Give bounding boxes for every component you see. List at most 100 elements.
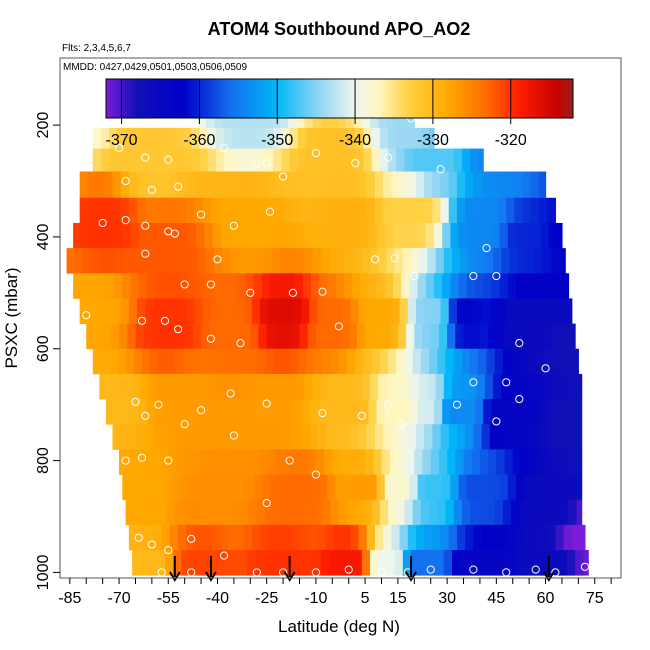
- colorbar-swatch: [251, 79, 256, 118]
- sample-point: [121, 216, 130, 225]
- heatmap-cell: [204, 222, 214, 249]
- colorbar-swatch: [216, 79, 221, 118]
- colorbar-swatch: [208, 79, 212, 118]
- heatmap-cell: [355, 499, 365, 526]
- heatmap-cell: [286, 222, 296, 249]
- heatmap-cell: [169, 197, 179, 224]
- heatmap-cell: [330, 148, 340, 172]
- heatmap-cell: [537, 449, 547, 475]
- heatmap-cell: [547, 424, 556, 450]
- x-tick-label: -40: [206, 590, 229, 607]
- heatmap-cell: [302, 399, 312, 425]
- colorbar-swatch: [470, 79, 475, 118]
- heatmap-cell: [276, 424, 286, 450]
- heatmap-cell: [481, 298, 491, 324]
- heatmap-cell: [194, 424, 204, 450]
- heatmap-cell: [219, 298, 228, 324]
- heatmap-cell: [156, 550, 166, 576]
- heatmap-cell: [112, 171, 122, 199]
- heatmap-cell: [434, 474, 443, 501]
- heatmap-cell: [153, 197, 163, 224]
- heatmap-cell: [87, 197, 97, 224]
- colorbar-swatch: [132, 79, 136, 118]
- colorbar-swatch: [514, 79, 519, 118]
- heatmap-cell: [184, 449, 194, 475]
- heatmap-cell: [289, 348, 299, 375]
- heatmap-cell: [557, 222, 563, 249]
- sample-point: [262, 159, 271, 168]
- heatmap-cell: [538, 171, 547, 199]
- heatmap-cell: [427, 373, 437, 400]
- colorbar-swatch: [406, 79, 411, 118]
- colorbar-swatch: [176, 79, 180, 118]
- heatmap-cell: [183, 148, 192, 172]
- heatmap-cell: [271, 550, 281, 576]
- heatmap-cell: [122, 399, 132, 425]
- heatmap-cell: [325, 298, 335, 324]
- heatmap-cell: [266, 323, 276, 350]
- colorbar-swatch: [368, 79, 373, 118]
- heatmap-cell: [115, 248, 125, 274]
- heatmap-cell: [420, 499, 430, 526]
- heatmap-cell: [207, 348, 217, 375]
- heatmap-cell: [406, 323, 415, 350]
- heatmap-cell: [269, 399, 279, 425]
- flight-arrow-head: [542, 571, 555, 582]
- heatmap-cell: [337, 550, 347, 576]
- colorbar-swatch: [383, 79, 387, 118]
- heatmap-cell: [386, 550, 396, 576]
- heatmap-cell: [225, 449, 235, 475]
- heatmap-cell: [422, 449, 432, 475]
- heatmap-cell: [538, 298, 548, 324]
- heatmap-cell: [473, 197, 483, 224]
- heatmap-cell: [434, 222, 443, 249]
- heatmap-cell: [214, 248, 223, 274]
- heatmap-cell: [125, 127, 135, 149]
- heatmap-cell: [268, 424, 278, 450]
- heatmap-cell: [335, 222, 345, 249]
- heatmap-cell: [548, 273, 558, 299]
- heatmap-cell: [325, 524, 335, 551]
- heatmap-cell: [547, 524, 556, 551]
- heatmap-cell: [356, 449, 366, 475]
- heatmap-cell: [309, 298, 319, 324]
- sample-point: [469, 271, 478, 281]
- sample-point: [390, 254, 399, 263]
- heatmap-cell: [171, 399, 181, 425]
- heatmap-cell: [547, 197, 556, 224]
- heatmap-cell: [292, 424, 302, 450]
- sample-point: [137, 453, 147, 462]
- heatmap-cell: [306, 499, 315, 526]
- heatmap-cell: [166, 148, 176, 172]
- heatmap-cell: [327, 222, 337, 249]
- heatmap-cell: [501, 550, 511, 576]
- heatmap-cell: [555, 424, 565, 450]
- heatmap-cell: [296, 373, 306, 400]
- heatmap-cell: [220, 474, 230, 501]
- heatmap-cell: [466, 222, 476, 249]
- sample-point: [121, 456, 130, 465]
- heatmap-cell: [137, 197, 146, 224]
- sample-point: [318, 408, 327, 418]
- heatmap-cell: [168, 449, 178, 475]
- heatmap-cell: [265, 499, 274, 526]
- heatmap-cell: [133, 499, 143, 526]
- heatmap-cell: [205, 248, 215, 274]
- heatmap-cell: [563, 524, 573, 551]
- heatmap-cell: [137, 298, 146, 324]
- heatmap-cell: [142, 499, 151, 526]
- heatmap-cell: [317, 524, 327, 551]
- heatmap-cell: [425, 474, 435, 501]
- heatmap-cell: [429, 499, 438, 526]
- heatmap-cell: [568, 499, 578, 526]
- sample-point: [98, 218, 107, 228]
- heatmap-cell: [120, 298, 130, 324]
- sample-point: [114, 143, 124, 153]
- heatmap-cell: [174, 348, 184, 375]
- sample-point: [397, 420, 406, 429]
- heatmap-cell: [332, 449, 342, 475]
- heatmap-cell: [163, 273, 173, 299]
- heatmap-cell: [384, 222, 394, 249]
- heatmap-cell: [417, 222, 427, 249]
- heatmap-cell: [297, 127, 307, 149]
